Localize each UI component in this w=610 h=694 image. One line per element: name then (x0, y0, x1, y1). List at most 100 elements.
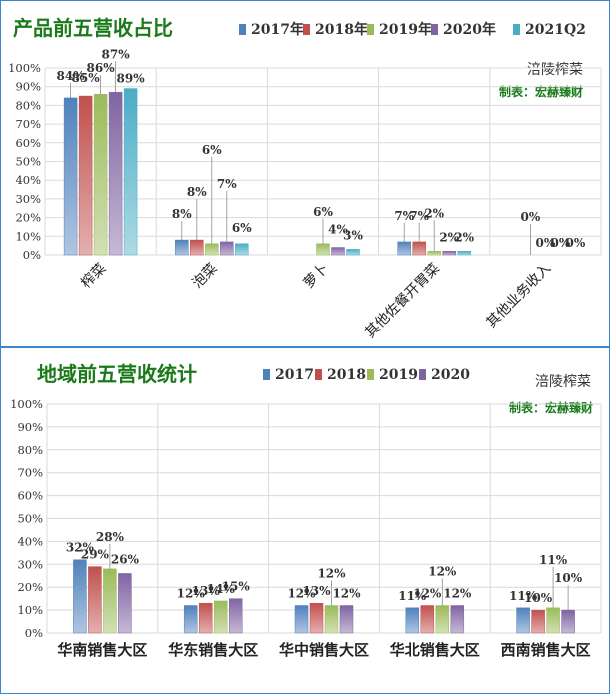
data-label-2-3: 12% (332, 587, 361, 601)
company-name: 涪陵榨菜 (527, 61, 583, 78)
y-tick-label-6: 60% (15, 136, 41, 150)
legend-label-2: 2019年 (379, 21, 432, 38)
category-label-4: 其他业务收入 (484, 261, 555, 332)
bar-3-1 (412, 241, 426, 256)
data-label-2-2: 12% (317, 567, 346, 581)
category-label-3: 其他佐餐开胃菜 (362, 261, 443, 342)
data-label-0-2: 86% (87, 61, 116, 75)
bar-1-1 (198, 602, 213, 634)
data-label-0-2: 28% (96, 530, 125, 544)
y-tick-label-7: 70% (15, 117, 41, 131)
data-label-2-4: 3% (343, 228, 363, 242)
data-label-2-0: 12% (287, 587, 316, 601)
legend-swatch-1 (315, 369, 322, 380)
product-revenue-chart: 产品前五营收占比 2017年 2018年 2019年 2020年 2021Q2 涪陵榨菜制表… (8, 16, 602, 342)
y-tick-label-5: 50% (15, 155, 41, 169)
region-revenue-chart-panel: 地域前五营收统计 2017 2018 2019 2020 涪陵榨菜 制表：宏赫臻财 0% 10%… (0, 347, 610, 694)
data-label-4-2: 11% (539, 553, 568, 567)
category-label-2: 华中销售大区 (279, 641, 369, 659)
bar-2-2 (324, 605, 339, 634)
legend-swatch-0 (263, 369, 270, 380)
product-revenue-chart-panel: 产品前五营收占比 2017年 2018年 2019年 2020年 2021Q2 涪陵榨菜 制表… (0, 0, 610, 347)
category-label-1: 华东销售大区 (168, 641, 258, 659)
data-label-3-3: 12% (443, 587, 472, 601)
bar-4-1 (531, 609, 545, 634)
data-label-4-1: 10% (524, 591, 553, 605)
y-tick-label-0: 0% (25, 626, 43, 640)
data-label-0-4: 89% (117, 72, 146, 86)
y-tick-label-10: 100% (8, 61, 41, 75)
data-label-1-1: 13% (192, 584, 221, 598)
y-tick-label-4: 40% (17, 534, 43, 548)
legend-label-2: 2019 (379, 367, 418, 383)
bar-0-1 (78, 95, 93, 256)
data-label-3-1: 12% (413, 587, 442, 601)
data-label-3-2: 2% (424, 206, 444, 220)
legend-swatch-2 (367, 24, 374, 35)
chart-author: 制表：宏赫臻财 (509, 400, 593, 415)
y-tick-label-7: 70% (17, 466, 43, 480)
data-label-1-0: 12% (177, 587, 206, 601)
bar-2-2 (316, 243, 330, 256)
company-name: 涪陵榨菜 (535, 373, 591, 390)
bar-0-0 (73, 559, 87, 634)
data-label-1-1: 8% (187, 185, 207, 199)
bar-2-3 (331, 247, 345, 256)
legend-swatch-3 (419, 369, 426, 380)
chart-title: 地域前五营收统计 (37, 362, 197, 386)
bar-1-1 (190, 239, 204, 256)
data-label-2-2: 6% (313, 205, 333, 219)
data-label-1-2: 14% (207, 582, 236, 596)
category-label-1: 泡菜 (190, 261, 221, 292)
y-tick-label-1: 10% (17, 603, 43, 617)
y-tick-label-6: 60% (17, 489, 43, 503)
legend-label-4: 2021Q2 (525, 22, 586, 38)
chart-title: 产品前五营收占比 (13, 16, 173, 40)
data-label-1-3: 7% (217, 177, 237, 191)
bar-3-3 (450, 605, 465, 634)
data-label-3-0: 11% (398, 589, 427, 603)
data-label-3-0: 7% (394, 209, 414, 223)
bar-3-3 (442, 251, 456, 256)
data-label-4-2: 0% (536, 236, 556, 250)
y-tick-label-1: 10% (15, 229, 41, 243)
bar-0-1 (88, 566, 102, 634)
legend-label-3: 2020 (431, 367, 470, 383)
y-tick-label-2: 20% (15, 211, 41, 225)
legend-label-1: 2018年 (315, 21, 368, 38)
data-label-4-3: 10% (554, 571, 583, 585)
bar-0-0 (63, 97, 78, 256)
category-label-4: 西南销售大区 (501, 641, 591, 659)
data-label-4-4: 0% (566, 236, 586, 250)
legend-swatch-3 (431, 24, 438, 35)
data-label-0-3: 26% (111, 552, 140, 566)
legend-swatch-4 (513, 24, 520, 35)
bar-3-4 (457, 251, 471, 256)
data-label-4-1: 0% (521, 210, 541, 224)
category-label-2: 萝卜 (301, 261, 332, 292)
data-label-0-1: 29% (81, 548, 110, 562)
bar-1-2 (205, 243, 219, 256)
data-label-1-2: 6% (202, 143, 222, 157)
y-tick-label-4: 40% (15, 173, 41, 187)
y-tick-label-0: 0% (23, 248, 41, 262)
data-label-3-3: 2% (439, 230, 459, 244)
data-label-0-1: 85% (72, 71, 101, 85)
bar-1-4 (235, 243, 249, 256)
data-label-1-3: 15% (222, 580, 251, 594)
data-label-1-4: 6% (232, 221, 252, 235)
data-label-1-0: 8% (172, 207, 192, 221)
category-label-0: 华南销售大区 (57, 641, 147, 659)
bar-4-0 (516, 607, 530, 634)
bar-3-0 (397, 241, 411, 256)
y-tick-label-5: 50% (17, 512, 43, 526)
data-label-3-4: 2% (454, 230, 474, 244)
legend-swatch-1 (303, 24, 310, 35)
y-tick-label-3: 30% (15, 192, 41, 206)
bar-3-0 (405, 607, 420, 634)
bar-2-0 (294, 605, 309, 634)
bar-0-3 (108, 92, 123, 256)
legend-label-0: 2017 (275, 367, 314, 383)
bar-0-4 (123, 88, 138, 256)
bar-3-2 (427, 251, 441, 256)
